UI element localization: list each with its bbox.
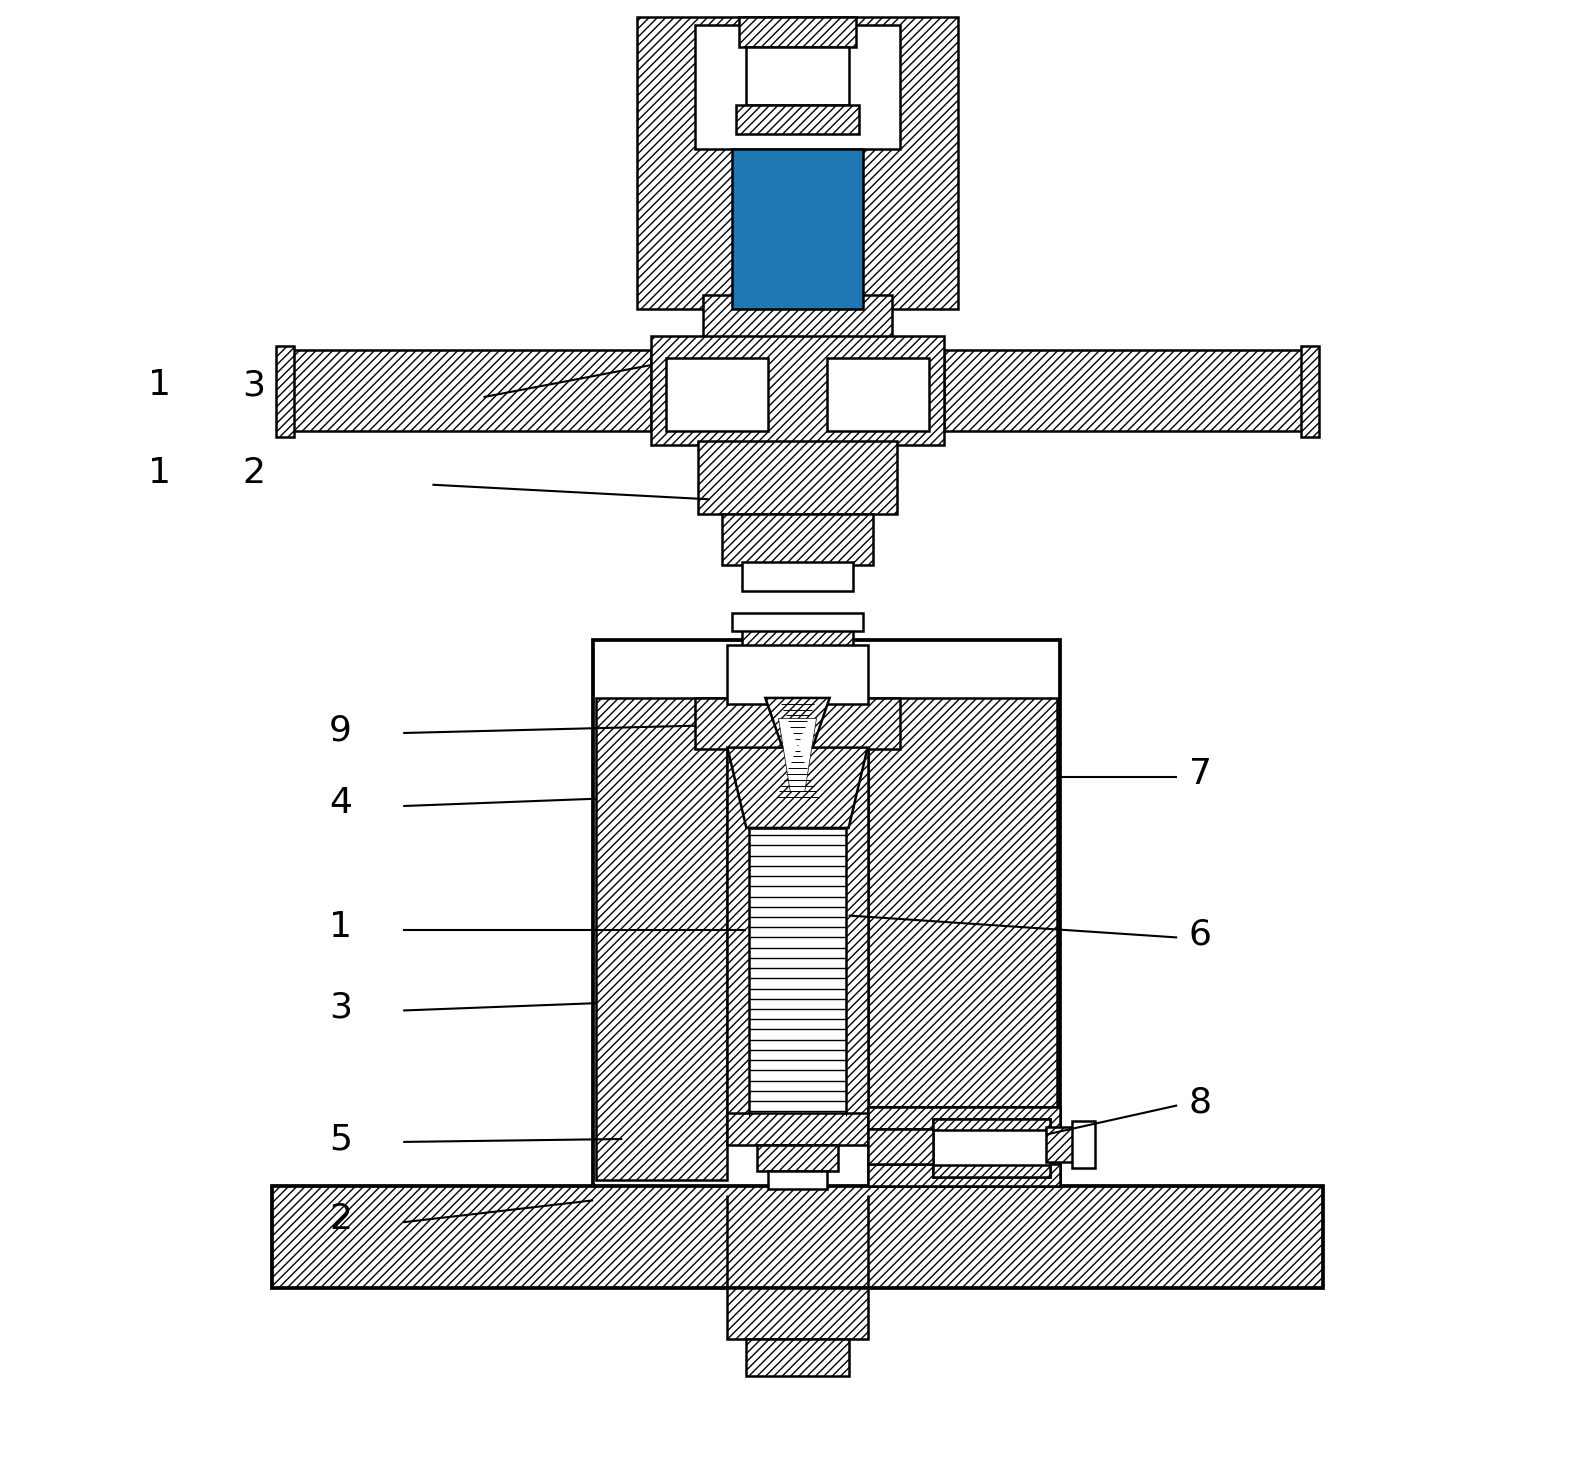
Bar [727, 1113, 868, 1145]
Bar [746, 47, 849, 106]
Text: 2: 2 [242, 456, 265, 490]
Text: 6: 6 [1188, 918, 1212, 951]
Bar [868, 1164, 1061, 1186]
Bar [1072, 1121, 1096, 1168]
Bar [287, 350, 651, 431]
Bar [702, 295, 893, 383]
Bar [933, 1119, 1050, 1130]
Bar [636, 18, 959, 309]
Bar [746, 828, 849, 1120]
Bar [738, 18, 857, 47]
Text: 7: 7 [1188, 756, 1212, 790]
Polygon shape [778, 718, 817, 792]
Bar [868, 1129, 933, 1164]
Bar [933, 1119, 1050, 1177]
Text: 8: 8 [1188, 1085, 1212, 1120]
Bar [721, 515, 874, 564]
Bar [826, 358, 928, 431]
Bar [597, 698, 727, 1180]
Text: 3: 3 [329, 991, 352, 1025]
Bar [746, 1338, 849, 1375]
Bar [868, 698, 1057, 1107]
Bar [593, 639, 1061, 1187]
Text: 4: 4 [329, 786, 352, 819]
Bar [727, 1289, 868, 1338]
Bar [933, 1165, 1050, 1177]
Text: 5: 5 [329, 1121, 352, 1157]
Text: 3: 3 [242, 368, 265, 402]
Bar [737, 106, 858, 135]
Bar [845, 748, 868, 1120]
Bar [769, 1171, 826, 1189]
Bar [727, 645, 868, 704]
Bar [1046, 1127, 1078, 1163]
Bar [944, 350, 1308, 431]
Bar [732, 150, 863, 309]
Text: 9: 9 [329, 712, 352, 748]
Bar [756, 1145, 839, 1171]
Polygon shape [727, 748, 868, 828]
Bar [868, 1107, 1061, 1129]
Text: 1: 1 [329, 910, 352, 944]
Text: 1: 1 [148, 456, 171, 490]
Text: 1: 1 [148, 368, 171, 402]
Bar [742, 623, 853, 655]
Bar [699, 441, 896, 515]
Bar [276, 346, 293, 437]
Bar [742, 561, 853, 591]
Bar [868, 1107, 1061, 1186]
Polygon shape [766, 698, 829, 749]
Bar [695, 698, 900, 749]
Bar [271, 1186, 1324, 1289]
Text: 2: 2 [329, 1202, 352, 1236]
Bar [651, 336, 944, 446]
Bar [695, 25, 900, 150]
Bar [732, 613, 863, 630]
Bar [667, 358, 769, 431]
Bar [727, 748, 750, 1120]
Bar [732, 150, 863, 309]
Bar [1302, 346, 1319, 437]
